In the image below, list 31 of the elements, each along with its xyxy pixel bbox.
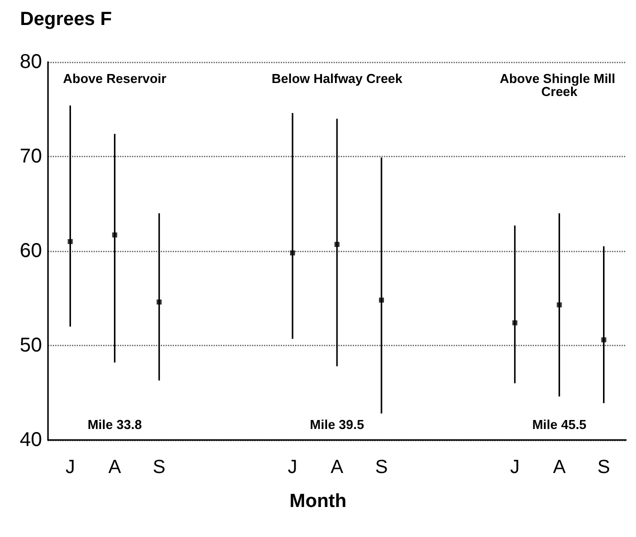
x-tick-label: S (597, 457, 610, 478)
point (334, 242, 340, 247)
x-tick-label: J (65, 457, 75, 478)
point (290, 250, 296, 256)
point (512, 320, 518, 326)
y-tick-label: 80 (20, 51, 42, 73)
annotation: Mile 39.5 (310, 417, 364, 432)
annotation: Mile 45.5 (532, 417, 586, 432)
x-tick-label: A (330, 457, 344, 478)
point (601, 337, 606, 342)
point (112, 232, 118, 238)
point (556, 302, 562, 308)
point (68, 239, 73, 244)
annotation: Above Shingle Mill Creek (500, 71, 619, 99)
x-tick-label: J (288, 457, 298, 478)
point (156, 300, 162, 305)
x-tick-label: S (152, 457, 166, 478)
y-tick-label: 70 (20, 146, 42, 168)
y-tick-label: 40 (20, 429, 42, 451)
x-tick-label: A (108, 457, 122, 478)
annotation: Above Reservoir (63, 71, 166, 86)
point (378, 298, 384, 303)
annotation: Below Halfway Creek (272, 71, 404, 86)
x-axis-title: Month (290, 491, 346, 512)
y-tick-label: 50 (20, 334, 42, 356)
y-axis-title: Degrees F (20, 9, 112, 30)
x-tick-label: S (375, 457, 388, 478)
x-tick-label: A (552, 457, 566, 478)
annotation: Mile 33.8 (88, 417, 142, 432)
x-tick-label: J (510, 457, 520, 478)
y-tick-label: 60 (20, 240, 42, 262)
